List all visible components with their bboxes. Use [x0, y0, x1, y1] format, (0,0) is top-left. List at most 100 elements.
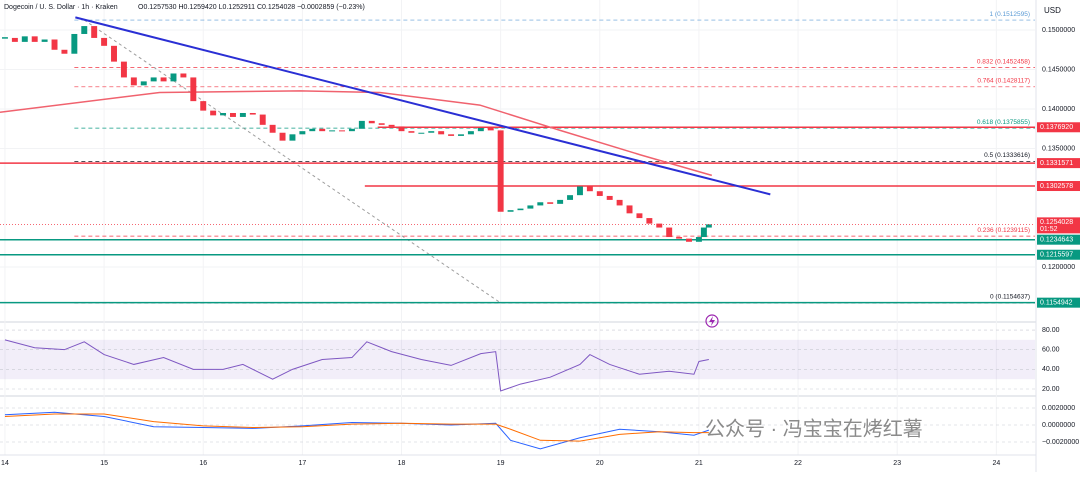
candle — [418, 132, 425, 134]
candle — [101, 37, 108, 46]
candle — [41, 39, 48, 42]
moving-average — [0, 90, 713, 177]
level-badge — [1037, 122, 1080, 133]
candle — [547, 202, 554, 204]
candle — [319, 128, 326, 132]
candle — [71, 33, 78, 54]
y-tick-label: 0.1200000 — [1042, 264, 1075, 271]
candle — [695, 237, 702, 242]
candle — [388, 124, 395, 127]
candle — [586, 186, 593, 192]
y-tick-label: 40.00 — [1042, 366, 1060, 373]
candle — [567, 195, 574, 200]
candle — [140, 81, 147, 86]
candle — [408, 131, 415, 133]
fib-label: 0.618 (0.1375855) — [977, 119, 1030, 126]
y-tick-label: 0.1350000 — [1042, 145, 1075, 152]
level-badge — [1037, 297, 1080, 308]
candle — [170, 73, 177, 82]
candle — [656, 223, 663, 228]
level-badge-label: 0.1376920 — [1040, 124, 1073, 131]
x-tick-label: 24 — [992, 460, 1000, 467]
candle — [180, 73, 187, 78]
fib-label: 0.764 (0.1428117) — [977, 78, 1030, 85]
candle — [309, 128, 316, 132]
x-tick-label: 18 — [398, 460, 406, 467]
indicator-line — [4, 339, 709, 392]
candle — [160, 77, 167, 82]
candle — [130, 77, 137, 86]
level-badge — [1037, 181, 1080, 192]
fib-label: 1 (0.1512595) — [990, 11, 1030, 18]
candle — [616, 199, 623, 206]
rsi-band — [0, 339, 1035, 380]
candle — [537, 202, 544, 206]
candle — [299, 131, 306, 135]
level-badge — [1037, 158, 1080, 169]
x-tick-label: 22 — [794, 460, 802, 467]
x-tick-label: 20 — [596, 460, 604, 467]
candle — [368, 120, 375, 124]
watermark: 公众号 · 冯宝宝在烤红薯 — [705, 417, 923, 440]
candle — [339, 130, 345, 132]
fib-label: 0.5 (0.1333616) — [984, 152, 1030, 159]
candle — [259, 114, 266, 125]
candle — [51, 39, 58, 50]
level-badge — [1037, 249, 1080, 260]
candle — [269, 124, 276, 133]
countdown: 01:52 — [1040, 226, 1058, 233]
candle — [239, 112, 246, 117]
y-tick-label: 60.00 — [1042, 347, 1060, 354]
x-tick-label: 17 — [298, 460, 306, 467]
symbol: Dogecoin / U. S. Dollar · 1h · Kraken — [4, 4, 118, 11]
fib-label: 0.236 (0.1239115) — [977, 227, 1030, 234]
candle — [705, 224, 712, 228]
y-tick-label: 0.1400000 — [1042, 106, 1075, 113]
candle — [31, 36, 38, 42]
candle — [626, 205, 633, 214]
candle — [249, 112, 256, 115]
candle — [477, 128, 484, 132]
x-tick-label: 14 — [1, 460, 9, 467]
y-tick-label: 0.0000000 — [1042, 422, 1075, 429]
candle — [517, 208, 524, 211]
candle — [487, 128, 494, 131]
candle — [636, 213, 643, 219]
candle — [467, 131, 474, 135]
candle — [329, 130, 336, 132]
level-badge-label: 0.1331571 — [1040, 160, 1073, 167]
indicator-line — [4, 413, 709, 442]
candle — [527, 205, 534, 209]
y-tick-label: 0.1500000 — [1042, 27, 1075, 34]
candle — [11, 37, 18, 42]
candle — [428, 131, 435, 133]
x-tick-label: 21 — [695, 460, 703, 467]
level-badge-label: 0.1234643 — [1040, 237, 1073, 244]
candle — [378, 123, 385, 125]
candle — [676, 237, 683, 239]
candle — [686, 238, 692, 242]
candle — [576, 186, 583, 196]
candle — [200, 101, 207, 111]
x-tick-label: 16 — [199, 460, 207, 467]
candle — [91, 26, 98, 38]
candle — [358, 120, 365, 129]
candle — [21, 36, 28, 42]
candle — [596, 191, 603, 196]
current-price-badge — [1037, 217, 1080, 234]
x-tick-label: 15 — [100, 460, 108, 467]
trendline — [75, 16, 771, 196]
candle — [120, 61, 127, 78]
level-badge — [1037, 234, 1080, 245]
y-tick-label: 0.1450000 — [1042, 66, 1075, 73]
level-badge-label: 0.1215597 — [1040, 252, 1073, 259]
fib-label: 0 (0.1154637) — [990, 294, 1030, 301]
candle — [700, 227, 707, 238]
candle — [279, 132, 286, 141]
candle — [646, 218, 653, 224]
candle — [289, 134, 296, 141]
candle — [81, 26, 88, 34]
candle — [190, 77, 197, 102]
candle — [61, 49, 68, 54]
